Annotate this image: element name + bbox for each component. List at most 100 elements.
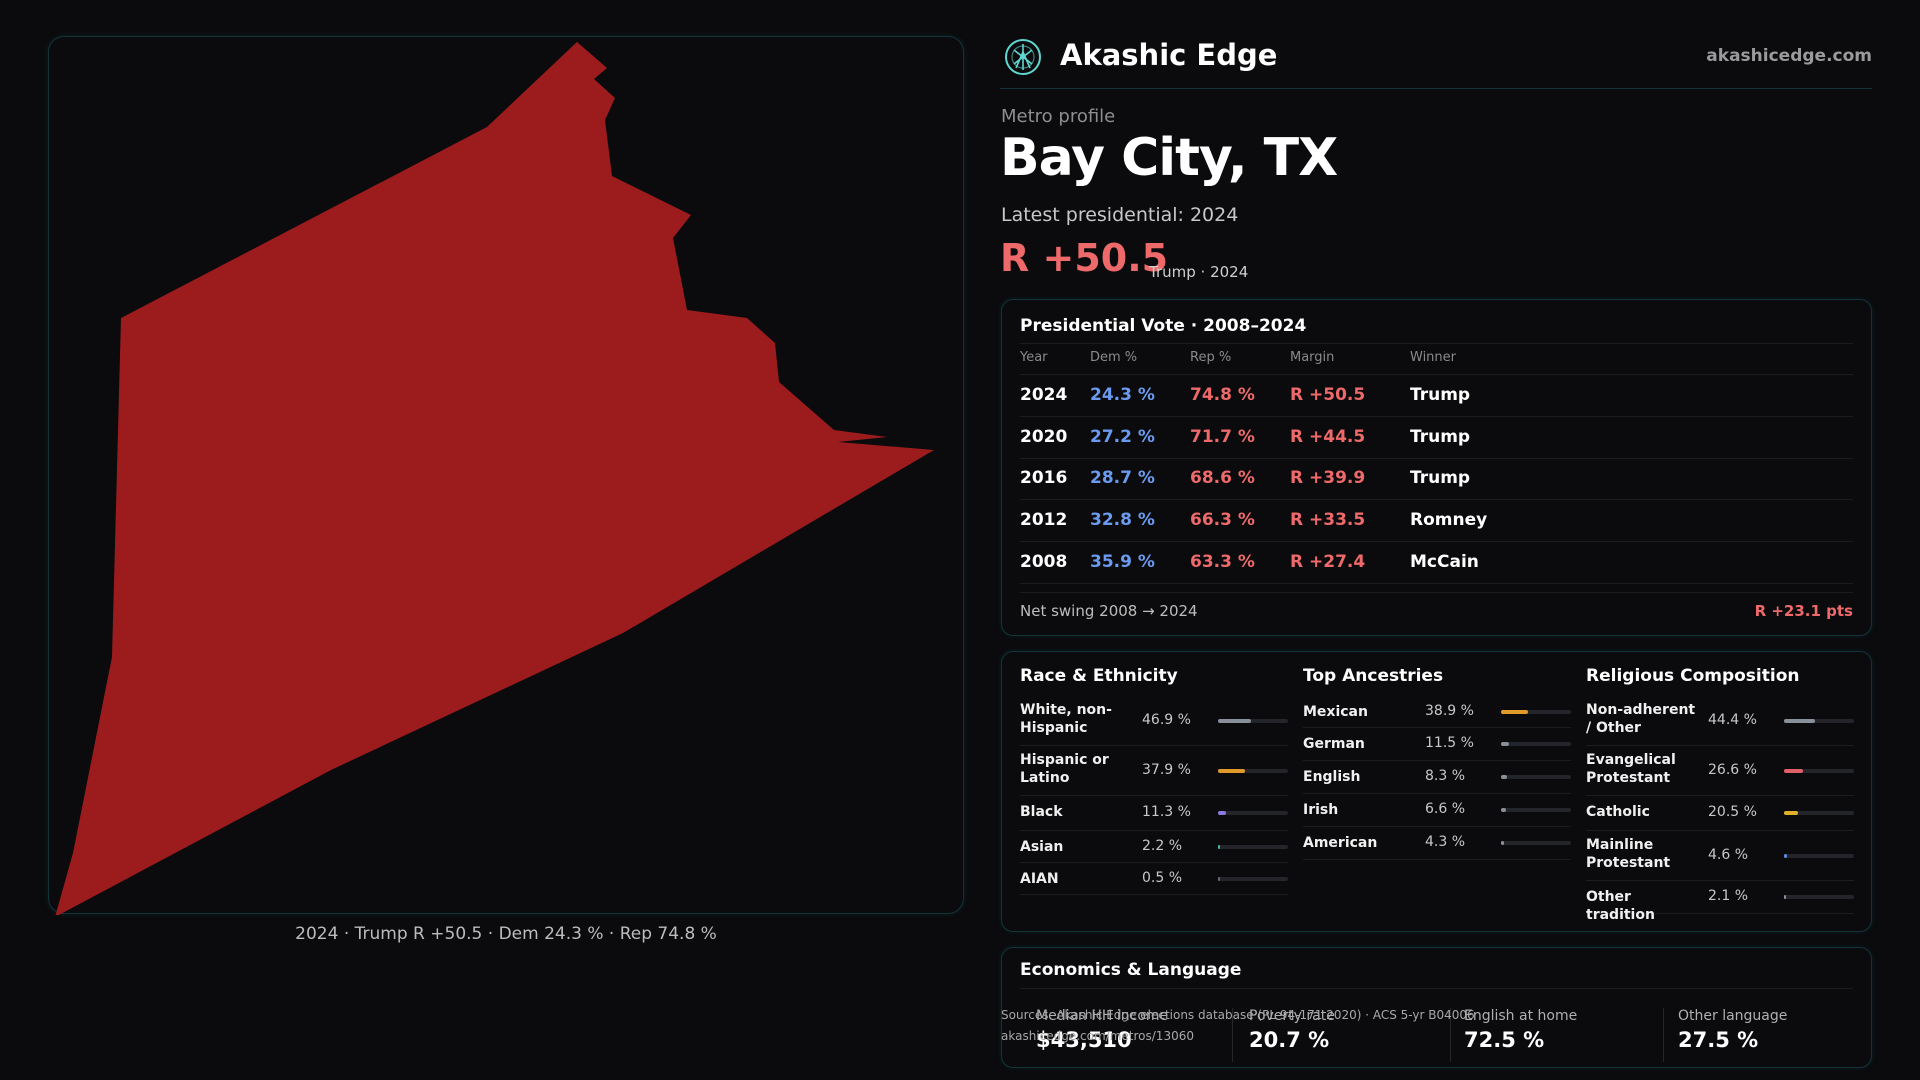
item-label: White, non-Hispanic [1020, 702, 1112, 736]
column-header-dem: Dem % [1090, 350, 1138, 365]
item-percent: 11.5 % [1425, 735, 1474, 751]
list-item: Black 11.3 % [1020, 796, 1288, 831]
cell-year: 2020 [1020, 427, 1068, 447]
source-link[interactable]: akashicedge.com/metros/13060 [1001, 1029, 1194, 1043]
cell-year: 2008 [1020, 552, 1068, 572]
table-row: 2016 28.7 % 68.6 % R +39.9 Trump [1020, 458, 1853, 500]
item-percent: 46.9 % [1142, 711, 1191, 728]
item-label: English [1303, 769, 1361, 785]
vote-table-title: Presidential Vote · 2008–2024 [1020, 316, 1307, 336]
list-item: Other tradition 2.1 % [1586, 881, 1854, 923]
bar-fill [1501, 742, 1510, 746]
item-percent: 4.6 % [1708, 846, 1749, 863]
bar-track [1784, 895, 1854, 899]
bar-track [1501, 742, 1571, 746]
list-item: Asian 2.2 % [1020, 831, 1288, 863]
stat-value: 20.7 % [1249, 1028, 1330, 1052]
bar-fill [1218, 876, 1220, 881]
bar-track [1218, 876, 1288, 881]
bar-fill [1784, 853, 1788, 858]
cell-margin: R +50.5 [1290, 385, 1366, 405]
brand-url-link[interactable]: akashicedge.com [1706, 46, 1872, 66]
race-ethnicity-column: Race & Ethnicity White, non-Hispanic 46.9… [1020, 666, 1288, 895]
column-header-margin: Margin [1290, 350, 1335, 365]
bar-fill [1784, 811, 1799, 815]
list-item: German 11.5 % [1303, 728, 1571, 761]
race-ethnicity-title: Race & Ethnicity [1020, 666, 1178, 686]
cell-dem: 27.2 % [1090, 427, 1155, 447]
divider [1450, 1008, 1451, 1062]
bar-fill [1218, 811, 1226, 815]
cell-rep: 63.3 % [1190, 552, 1255, 572]
item-label: Catholic [1586, 804, 1650, 820]
page-title: Bay City, TX [1000, 128, 1338, 188]
list-item: Non-adherent / Other 44.4 % [1586, 696, 1854, 746]
bar-fill [1501, 808, 1506, 812]
item-label: Asian [1020, 839, 1064, 855]
cell-winner: Trump [1410, 468, 1471, 488]
net-swing-label: Net swing 2008 → 2024 [1020, 602, 1198, 620]
bar-fill [1501, 709, 1529, 714]
list-item: Hispanic or Latino 37.9 % [1020, 746, 1288, 796]
item-label: American [1303, 835, 1378, 851]
cell-rep: 74.8 % [1190, 385, 1255, 405]
source-note: Sources: Akashic Edge elections database… [1001, 1005, 1475, 1047]
religion-list: Non-adherent / Other 44.4 % Evangelical Pr… [1586, 696, 1854, 923]
item-percent: 8.3 % [1425, 768, 1466, 784]
divider [1020, 343, 1853, 344]
page-eyebrow: Metro profile [1001, 106, 1116, 127]
item-percent: 37.9 % [1142, 761, 1191, 778]
list-item: Evangelical Protestant 26.6 % [1586, 746, 1854, 796]
economics-title: Economics & Language [1020, 960, 1242, 980]
item-percent: 38.9 % [1425, 702, 1474, 719]
divider [1232, 1008, 1233, 1062]
stat-label: Other language [1678, 1008, 1788, 1024]
table-row: 2020 27.2 % 71.7 % R +44.5 Trump [1020, 417, 1853, 459]
stat-english-at-home: English at home 72.5 % [1464, 1008, 1577, 1052]
item-label: Other tradition [1586, 889, 1655, 923]
bar-fill [1784, 718, 1816, 723]
map-panel [48, 36, 964, 915]
cell-dem: 35.9 % [1090, 552, 1155, 572]
column-header-rep: Rep % [1190, 350, 1232, 365]
divider [1663, 1008, 1664, 1062]
cell-winner: McCain [1410, 552, 1479, 572]
race-ethnicity-list: White, non-Hispanic 46.9 % Hispanic or Lat… [1020, 696, 1288, 895]
column-header-year: Year [1020, 350, 1048, 365]
bar-track [1784, 811, 1854, 815]
stat-label: English at home [1464, 1008, 1578, 1024]
bar-track [1784, 718, 1854, 723]
bar-track [1784, 853, 1854, 858]
cell-dem: 28.7 % [1090, 468, 1155, 488]
cell-margin: R +44.5 [1290, 427, 1366, 447]
item-label: German [1303, 736, 1365, 752]
cell-margin: R +39.9 [1290, 468, 1366, 488]
item-percent: 2.2 % [1142, 837, 1183, 854]
stat-poverty-rate: Poverty rate 20.7 % [1249, 1008, 1335, 1052]
cell-year: 2016 [1020, 468, 1068, 488]
stat-value: $43,510 [1036, 1028, 1132, 1052]
list-item: English 8.3 % [1303, 761, 1571, 794]
map-caption: 2024 · Trump R +50.5 · Dem 24.3 % · Rep … [295, 924, 717, 944]
bar-fill [1218, 718, 1251, 723]
cell-dem: 24.3 % [1090, 385, 1155, 405]
item-percent: 44.4 % [1708, 711, 1757, 728]
bar-fill [1218, 768, 1245, 773]
stat-value: 27.5 % [1678, 1028, 1759, 1052]
religion-title: Religious Composition [1586, 666, 1800, 686]
item-percent: 2.1 % [1708, 888, 1749, 904]
column-header-winner: Winner [1410, 350, 1457, 365]
list-item: Irish 6.6 % [1303, 794, 1571, 827]
cell-rep: 71.7 % [1190, 427, 1255, 447]
economics-card: Economics & Language Median HH income $4… [1001, 947, 1872, 1068]
cell-dem: 32.8 % [1090, 510, 1155, 530]
divider [1020, 592, 1853, 593]
bar-fill [1501, 775, 1507, 779]
county-shape [55, 42, 934, 915]
akashic-edge-logo-icon [1005, 39, 1041, 75]
headline-margin-note: Trump · 2024 [1149, 263, 1249, 281]
table-row: 2024 24.3 % 74.8 % R +50.5 Trump [1020, 375, 1853, 417]
page-subtitle: Latest presidential: 2024 [1001, 204, 1239, 226]
cell-margin: R +33.5 [1290, 510, 1366, 530]
stat-value: 72.5 % [1464, 1028, 1545, 1052]
